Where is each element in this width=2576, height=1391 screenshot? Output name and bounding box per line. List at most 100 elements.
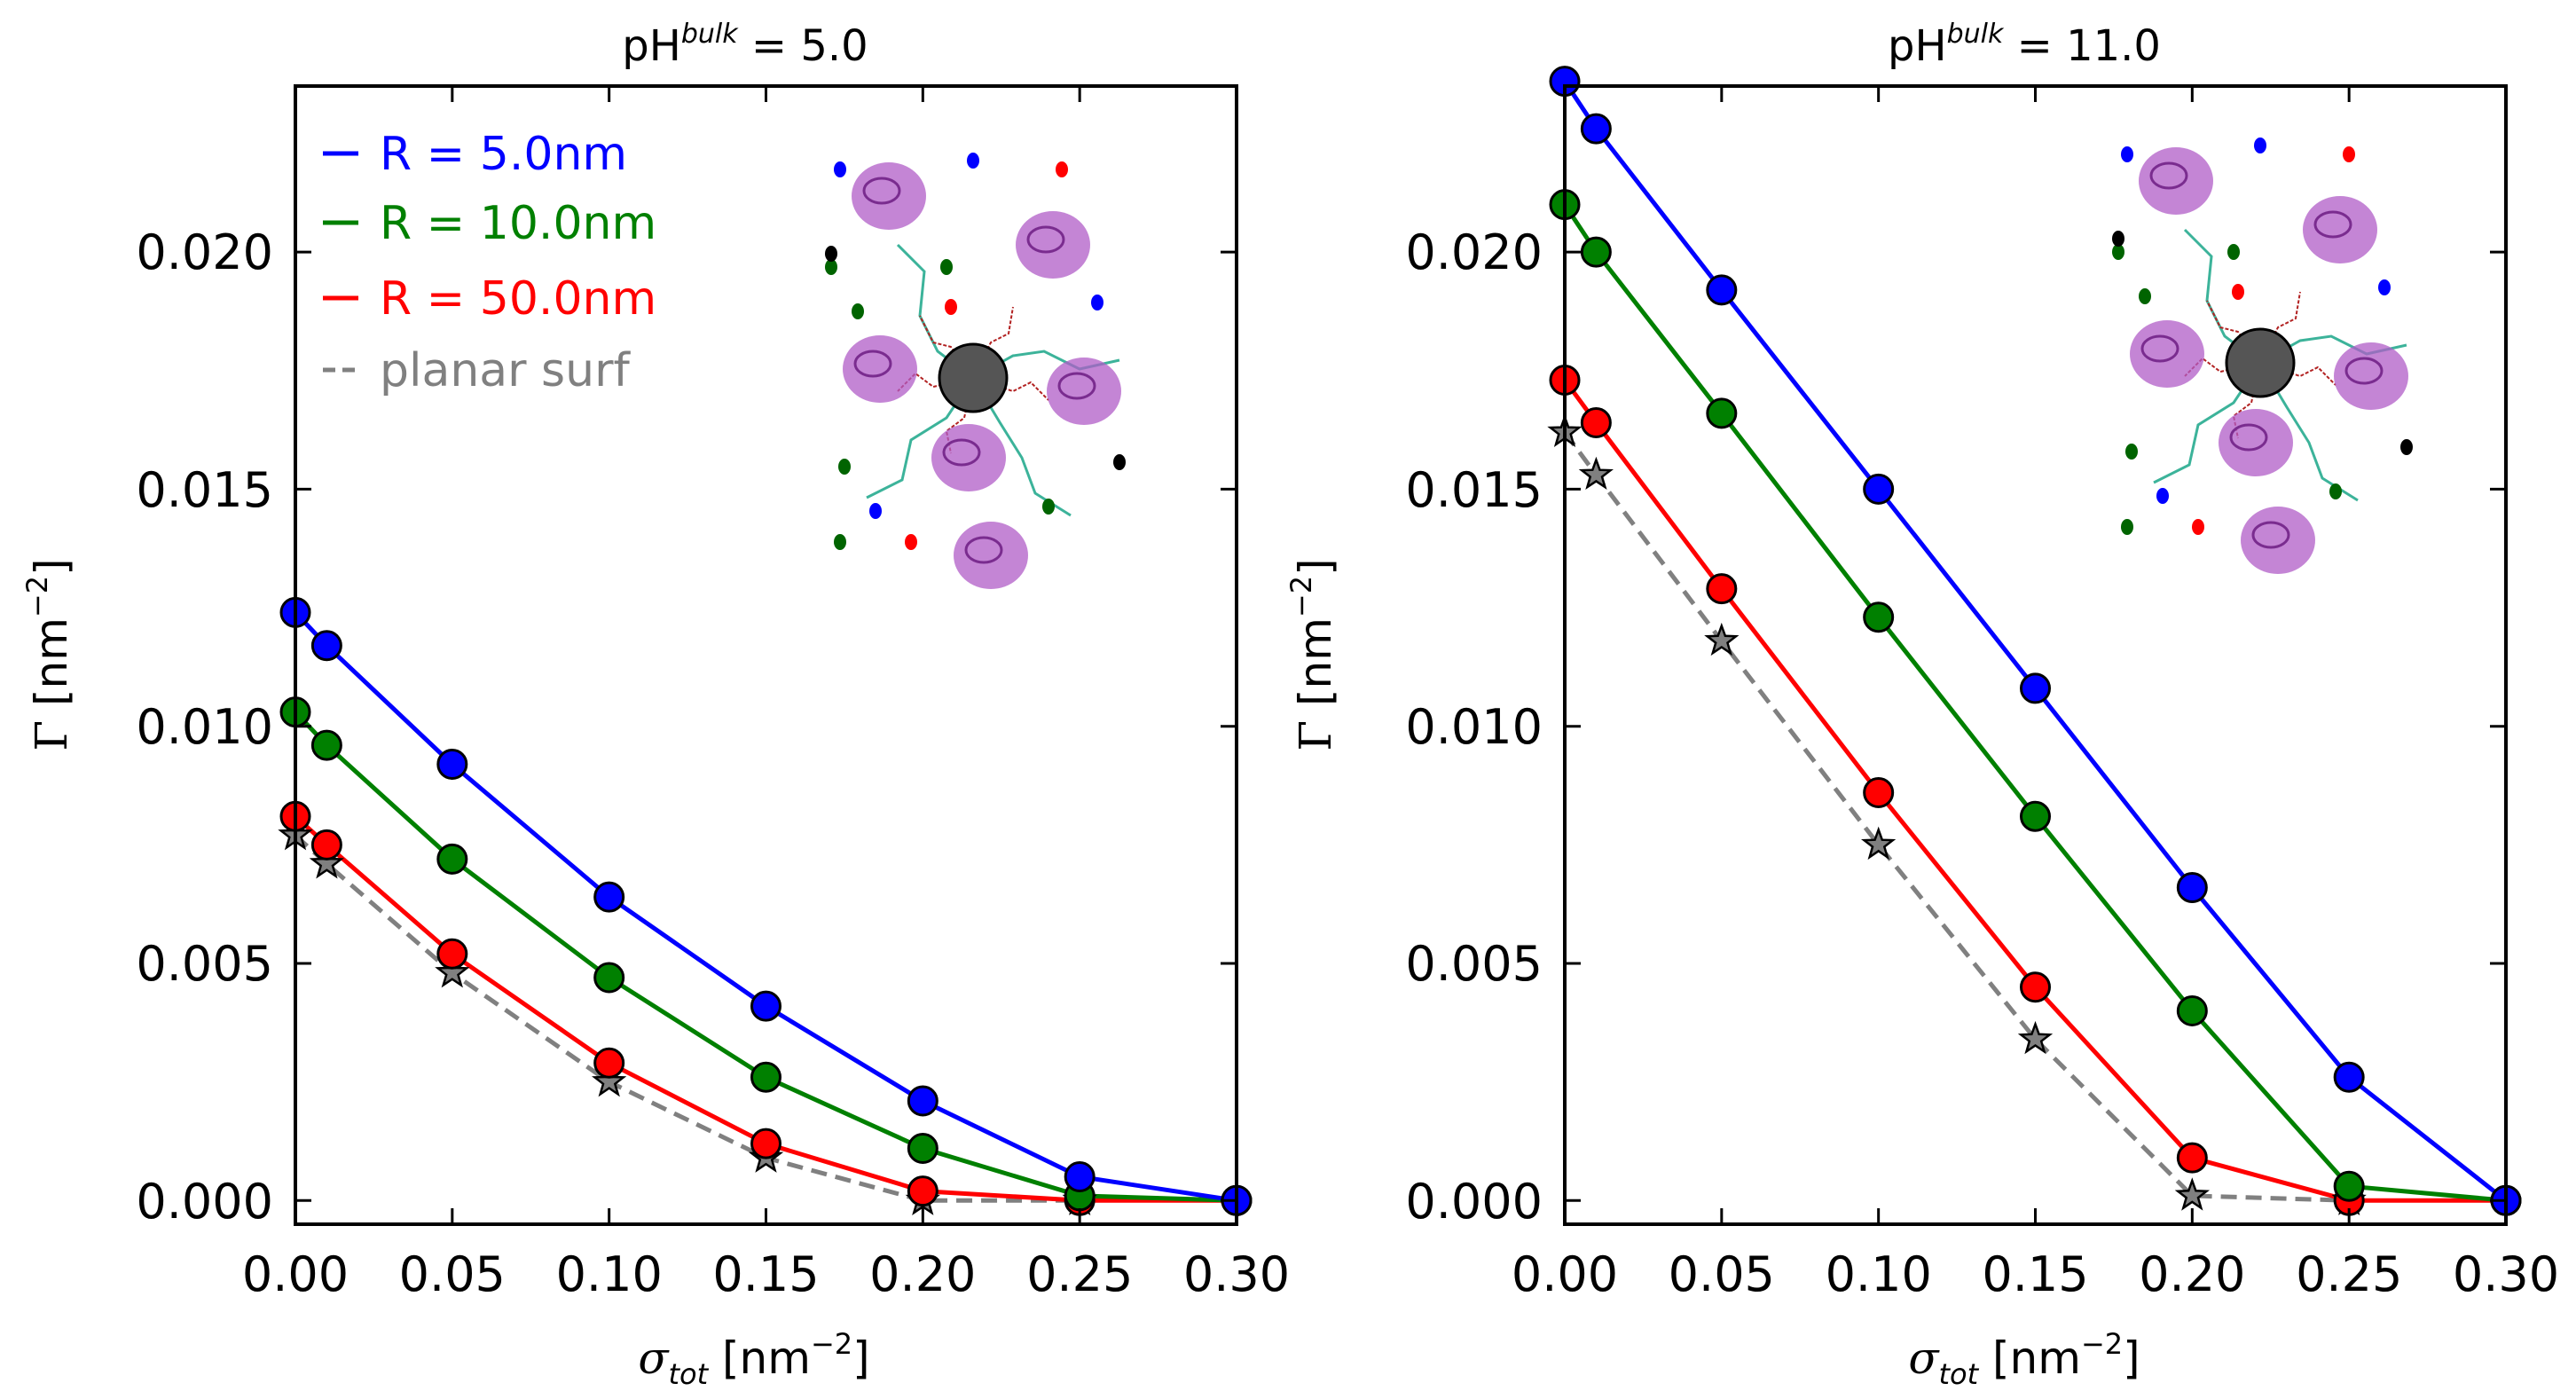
data-point [436, 843, 468, 875]
protein [2303, 196, 2377, 263]
ion [2139, 288, 2151, 304]
data-point [1580, 407, 1612, 439]
data-point [2176, 994, 2208, 1026]
protein [1047, 358, 1121, 425]
y-tick-label: 0.010 [136, 699, 273, 755]
y-tick-label: 0.000 [1405, 1174, 1543, 1230]
ion [834, 534, 846, 550]
protein-helix [2344, 357, 2384, 385]
data-point-star [2017, 1020, 2054, 1055]
protein-helix [942, 438, 981, 467]
series-line [294, 610, 1237, 1203]
x-axis-label-right: σtot [nm−2] [1908, 1327, 2140, 1391]
ion [2400, 439, 2413, 455]
data-point [1580, 236, 1612, 268]
protein [2130, 320, 2204, 388]
protein [2139, 147, 2213, 215]
data-point [1580, 113, 1612, 145]
data-point [593, 881, 625, 913]
x-axis-label-left: σtot [nm−2] [638, 1327, 869, 1391]
protein [2241, 507, 2315, 574]
nanoparticle [938, 342, 1009, 413]
ion [945, 299, 957, 315]
ion [2121, 519, 2133, 535]
legend-label-r5: R = 5.0nm [380, 128, 627, 181]
ion [825, 246, 837, 262]
x-tick-label: 0.00 [242, 1246, 349, 1302]
tick-marks-left [294, 86, 1238, 1224]
protein-helix [2149, 161, 2188, 190]
nanoparticle-inset-left [825, 153, 1126, 589]
x-tick-label: 0.25 [1026, 1246, 1133, 1302]
data-point [2020, 672, 2051, 704]
ion [940, 259, 953, 275]
legend-label-planar: planar surf [380, 344, 631, 397]
data-point [1706, 274, 1738, 306]
ion [852, 303, 864, 319]
data-point [2020, 971, 2051, 1003]
ion [2254, 138, 2266, 153]
charged-chain [972, 306, 1014, 379]
data-point-star [309, 845, 344, 879]
data-point [310, 729, 342, 761]
y-tick-label: 0.015 [1405, 462, 1543, 518]
series-line [294, 814, 1237, 1203]
ion [967, 153, 979, 169]
x-tick-label: 0.05 [399, 1246, 506, 1302]
y-tick-label: 0.000 [136, 1174, 273, 1230]
y-tick-label: 0.005 [1405, 936, 1543, 992]
legend-item-r10: R = 10.0nm [323, 197, 656, 250]
protein-helix [853, 350, 892, 378]
data-point [2020, 800, 2051, 832]
panel-title-left: pHbulk = 5.0 [622, 19, 868, 71]
data-point [1064, 1161, 1096, 1193]
protein-helix [964, 536, 1003, 564]
x-tick-label: 0.10 [556, 1246, 663, 1302]
y-axis-label-left: Γ [nm−2] [20, 558, 77, 751]
x-tick-label: 0.20 [2139, 1246, 2245, 1302]
data-point [593, 962, 625, 994]
x-tick-label: 0.15 [1982, 1246, 2088, 1302]
ion [1091, 295, 1103, 310]
data-point [436, 748, 468, 780]
x-tick-labels-left: 0.00 0.05 0.10 0.15 0.20 0.25 0.30 [242, 1246, 1290, 1302]
protein [852, 162, 926, 230]
x-tick-label: 0.30 [1183, 1246, 1290, 1302]
protein-helix [2251, 521, 2290, 549]
plot-marks-left [278, 596, 1253, 1216]
protein [954, 522, 1028, 589]
data-point [1863, 601, 1895, 633]
series-line [1562, 203, 2507, 1203]
nanoparticle-inset-right [2112, 138, 2413, 574]
data-point-star [1704, 622, 1740, 656]
legend-item-r5: R = 5.0nm [323, 128, 627, 181]
ion [2378, 279, 2391, 295]
data-point-star [1578, 456, 1614, 491]
data-point [750, 1128, 781, 1159]
legend: R = 5.0nm R = 10.0nm R = 50.0nm planar s… [323, 128, 656, 397]
data-point [2176, 1142, 2208, 1174]
plot-marks-right [1547, 66, 2522, 1216]
protein-helix [2313, 210, 2352, 239]
x-tick-label: 0.20 [869, 1246, 976, 1302]
data-point-star [1861, 826, 1897, 861]
panel-right: pHbulk = 11.0 0.00 0.05 0.10 0.15 0.20 0… [1284, 19, 2559, 1391]
series-line [294, 833, 1080, 1203]
protein [2334, 342, 2408, 410]
protein-helix [1026, 225, 1065, 254]
protein-helix [1057, 372, 1096, 400]
panel-title-right: pHbulk = 11.0 [1888, 19, 2161, 71]
ion [905, 534, 917, 550]
ion [2125, 444, 2138, 460]
legend-item-r50: R = 50.0nm [323, 272, 656, 326]
x-tick-label: 0.25 [2296, 1246, 2402, 1302]
ion [834, 161, 846, 177]
data-point [1706, 573, 1738, 605]
data-point [750, 990, 781, 1022]
tick-marks-right [1563, 86, 2508, 1224]
plot-frame-right [1563, 84, 2508, 1226]
data-point [2176, 871, 2208, 903]
protein [1016, 211, 1090, 279]
x-tick-label: 0.10 [1826, 1246, 1932, 1302]
